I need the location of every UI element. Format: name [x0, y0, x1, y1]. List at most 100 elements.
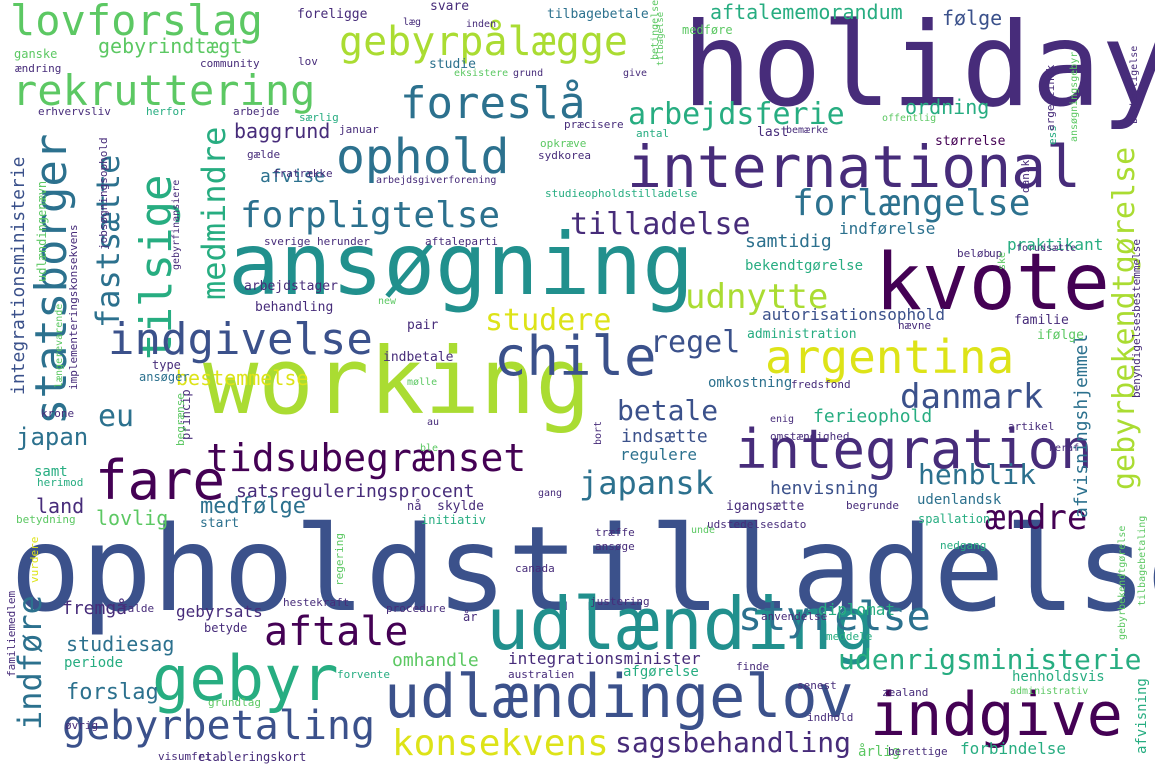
word: up [989, 247, 1003, 260]
word: forslag [66, 680, 159, 705]
word: anvendelse [761, 610, 828, 623]
word: tilbagelse [656, 11, 666, 66]
word: dansk [1019, 159, 1032, 193]
word: lovforslag [10, 0, 263, 45]
word: ske [997, 251, 1008, 270]
word: praktikant [1007, 235, 1104, 254]
word: udenrigsministerie [838, 643, 1142, 676]
word: medføre [682, 23, 733, 37]
word: studiesag [66, 632, 175, 656]
word: senest [797, 679, 837, 692]
word: zealand [882, 686, 929, 699]
word: beløb [957, 247, 991, 260]
word: indføre [11, 595, 49, 730]
word: udlænding [486, 582, 877, 666]
word: følge [942, 6, 1003, 30]
word: benyndigelsesbestemmelse [1130, 239, 1143, 398]
word: spallation [918, 512, 991, 526]
word: falde [121, 602, 155, 615]
word: canada [515, 562, 555, 575]
word: autorisationsophold [762, 305, 946, 324]
word: tilbagebetaling [1137, 515, 1148, 606]
word: skylde [437, 499, 484, 514]
word: community [200, 57, 260, 70]
word: forudsætte [1016, 243, 1077, 254]
word: foreslå [400, 78, 586, 129]
word: gebyrbetaling [62, 703, 376, 749]
word: nævne [898, 319, 932, 332]
word: start [200, 516, 240, 531]
word: afvisningshjemmel [1071, 333, 1092, 518]
word: mølle [407, 377, 438, 388]
word: meddele [826, 630, 873, 643]
word: initiativ [421, 513, 487, 527]
word: administration [747, 327, 857, 342]
word: holiday [682, 0, 1155, 133]
word: grundlag [208, 696, 261, 709]
word: japan [16, 423, 89, 451]
word: årlig [858, 744, 901, 760]
word: behandling [255, 300, 334, 315]
word: ændre [985, 498, 1088, 538]
word: sagsbehandling [615, 726, 852, 759]
word: give [623, 68, 648, 79]
word: aftale [264, 609, 409, 655]
word: styrelse [738, 594, 931, 640]
word: rekruttering [12, 66, 316, 115]
word: bekendtgørelse [745, 258, 864, 274]
word: omhandle [392, 650, 479, 671]
word: pair [407, 318, 439, 333]
word: vurdere [28, 536, 41, 583]
word: periode [64, 655, 124, 671]
word: finde [736, 660, 770, 673]
word: betyde [204, 621, 248, 635]
word: afvise [260, 166, 326, 187]
word: krone [41, 407, 75, 420]
word: opholdstilladelse [10, 500, 1155, 638]
word: år [463, 610, 478, 624]
word: fredsfond [791, 378, 851, 391]
word: fare [95, 449, 226, 512]
word: igangsætte [726, 499, 805, 514]
word: aftaleparti [425, 235, 498, 248]
word: aftalememorandum [710, 0, 903, 24]
word: samt [34, 464, 68, 480]
word: ansøgning [228, 215, 694, 315]
word: arbejdsgiverforening [376, 175, 497, 186]
word: international [627, 133, 1081, 201]
word: tilladelse [570, 207, 751, 242]
word: antal [636, 127, 670, 140]
word: type [152, 358, 181, 372]
word: forbindelse [960, 739, 1066, 758]
word: herfor [146, 105, 186, 118]
word: offentlig [882, 113, 937, 124]
word: fremgå [62, 598, 128, 619]
word: indførelse [839, 219, 936, 238]
word: januar [339, 123, 379, 136]
word: arbejde [233, 105, 280, 118]
word: etableringskort [198, 750, 307, 764]
word: omstændighed [770, 430, 850, 443]
word: ansøger [139, 370, 190, 384]
word: træffe [595, 526, 635, 539]
word: afvisning [1134, 678, 1150, 754]
word: implementeringskonsekvens [67, 224, 80, 390]
word: bemærke [786, 125, 829, 136]
word: sydkorea [538, 149, 591, 162]
word: læg [403, 17, 422, 28]
word: heraf [1049, 443, 1080, 454]
word: indbetale [383, 350, 454, 365]
word: procedure [386, 602, 446, 615]
word: udlændingelov [384, 662, 854, 732]
word: indsætte [621, 426, 708, 447]
word: studere [485, 303, 612, 338]
word: ansøge [595, 540, 635, 553]
word: berettige [888, 745, 948, 758]
word: indgive [870, 680, 1123, 750]
word: chile [494, 325, 657, 388]
word: henvisning [770, 478, 879, 499]
word: sverige [264, 235, 311, 248]
word: størrelse [935, 134, 1006, 149]
word: nå [407, 499, 422, 513]
word: ophold [336, 129, 510, 185]
